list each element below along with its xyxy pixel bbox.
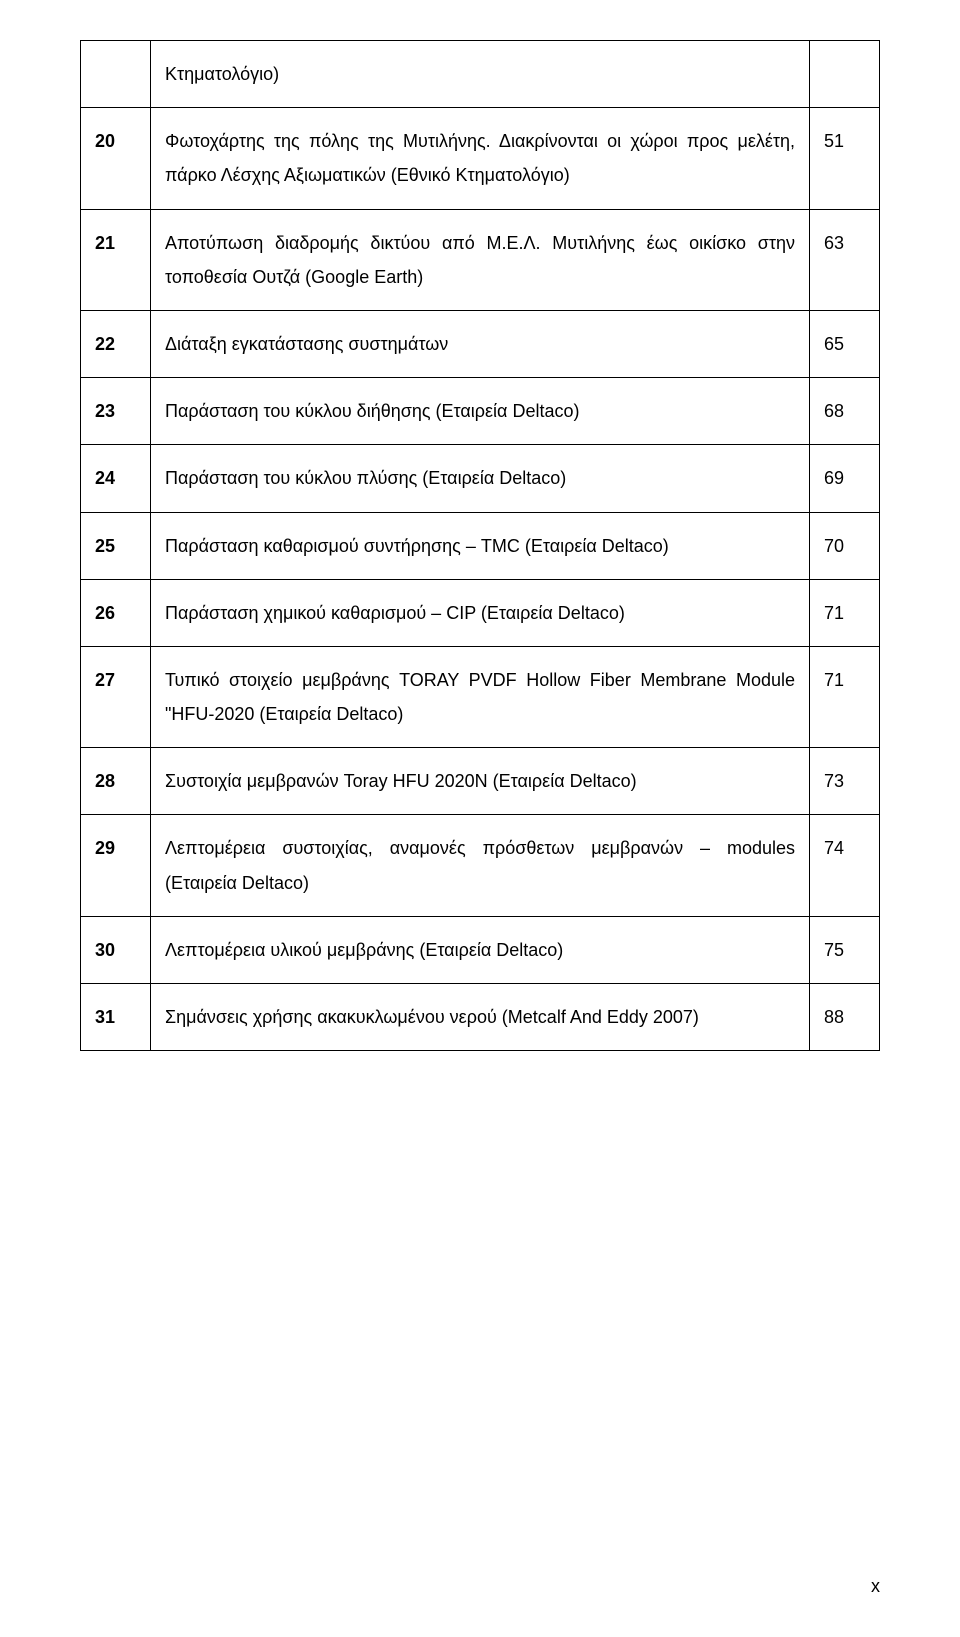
document-page: Κτηματολόγιο) 20 Φωτοχάρτης της πόλης τη… [0,0,960,1637]
cell-page: 69 [810,445,880,512]
cell-num: 31 [81,984,151,1051]
table-row: 30 Λεπτομέρεια υλικού μεμβράνης (Εταιρεί… [81,916,880,983]
cell-num [81,41,151,108]
cell-page: 74 [810,815,880,916]
table-row: 25 Παράσταση καθαρισμού συντήρησης – TMC… [81,512,880,579]
cell-desc: Τυπικό στοιχείο μεμβράνης TORAY PVDF Hol… [151,646,810,747]
table-row: 27 Τυπικό στοιχείο μεμβράνης TORAY PVDF … [81,646,880,747]
cell-desc: Αποτύπωση διαδρομής δικτύου από Μ.Ε.Λ. Μ… [151,209,810,310]
cell-num: 24 [81,445,151,512]
table-row: 26 Παράσταση χημικού καθαρισμού – CIP (Ε… [81,579,880,646]
cell-num: 28 [81,748,151,815]
cell-num: 22 [81,310,151,377]
cell-page: 51 [810,108,880,209]
cell-desc: Συστοιχία μεμβρανών Toray HFU 2020N (Ετα… [151,748,810,815]
cell-page: 73 [810,748,880,815]
cell-desc: Διάταξη εγκατάστασης συστημάτων [151,310,810,377]
table-row: 29 Λεπτομέρεια συστοιχίας, αναμονές πρόσ… [81,815,880,916]
cell-desc: Παράσταση του κύκλου πλύσης (Εταιρεία De… [151,445,810,512]
cell-page: 71 [810,579,880,646]
cell-num: 23 [81,378,151,445]
table-row: 23 Παράσταση του κύκλου διήθησης (Εταιρε… [81,378,880,445]
cell-page: 75 [810,916,880,983]
cell-num: 29 [81,815,151,916]
table-row: 21 Αποτύπωση διαδρομής δικτύου από Μ.Ε.Λ… [81,209,880,310]
table-row: 31 Σημάνσεις χρήσης ακακυκλωμένου νερού … [81,984,880,1051]
table-row: 24 Παράσταση του κύκλου πλύσης (Εταιρεία… [81,445,880,512]
cell-page: 65 [810,310,880,377]
cell-page: 70 [810,512,880,579]
cell-desc: Κτηματολόγιο) [151,41,810,108]
table-row: 28 Συστοιχία μεμβρανών Toray HFU 2020N (… [81,748,880,815]
table-row: 20 Φωτοχάρτης της πόλης της Μυτιλήνης. Δ… [81,108,880,209]
cell-num: 25 [81,512,151,579]
cell-desc: Λεπτομέρεια συστοιχίας, αναμονές πρόσθετ… [151,815,810,916]
page-number: x [871,1576,880,1597]
cell-desc: Σημάνσεις χρήσης ακακυκλωμένου νερού (Me… [151,984,810,1051]
cell-page [810,41,880,108]
cell-page: 71 [810,646,880,747]
cell-desc: Παράσταση χημικού καθαρισμού – CIP (Εται… [151,579,810,646]
cell-num: 26 [81,579,151,646]
table-body: Κτηματολόγιο) 20 Φωτοχάρτης της πόλης τη… [81,41,880,1051]
cell-num: 20 [81,108,151,209]
cell-num: 30 [81,916,151,983]
figure-list-table: Κτηματολόγιο) 20 Φωτοχάρτης της πόλης τη… [80,40,880,1051]
cell-num: 21 [81,209,151,310]
cell-page: 88 [810,984,880,1051]
cell-desc: Παράσταση του κύκλου διήθησης (Εταιρεία … [151,378,810,445]
table-row: 22 Διάταξη εγκατάστασης συστημάτων 65 [81,310,880,377]
cell-num: 27 [81,646,151,747]
cell-page: 68 [810,378,880,445]
cell-page: 63 [810,209,880,310]
cell-desc: Παράσταση καθαρισμού συντήρησης – TMC (Ε… [151,512,810,579]
cell-desc: Φωτοχάρτης της πόλης της Μυτιλήνης. Διακ… [151,108,810,209]
cell-desc: Λεπτομέρεια υλικού μεμβράνης (Εταιρεία D… [151,916,810,983]
table-row: Κτηματολόγιο) [81,41,880,108]
